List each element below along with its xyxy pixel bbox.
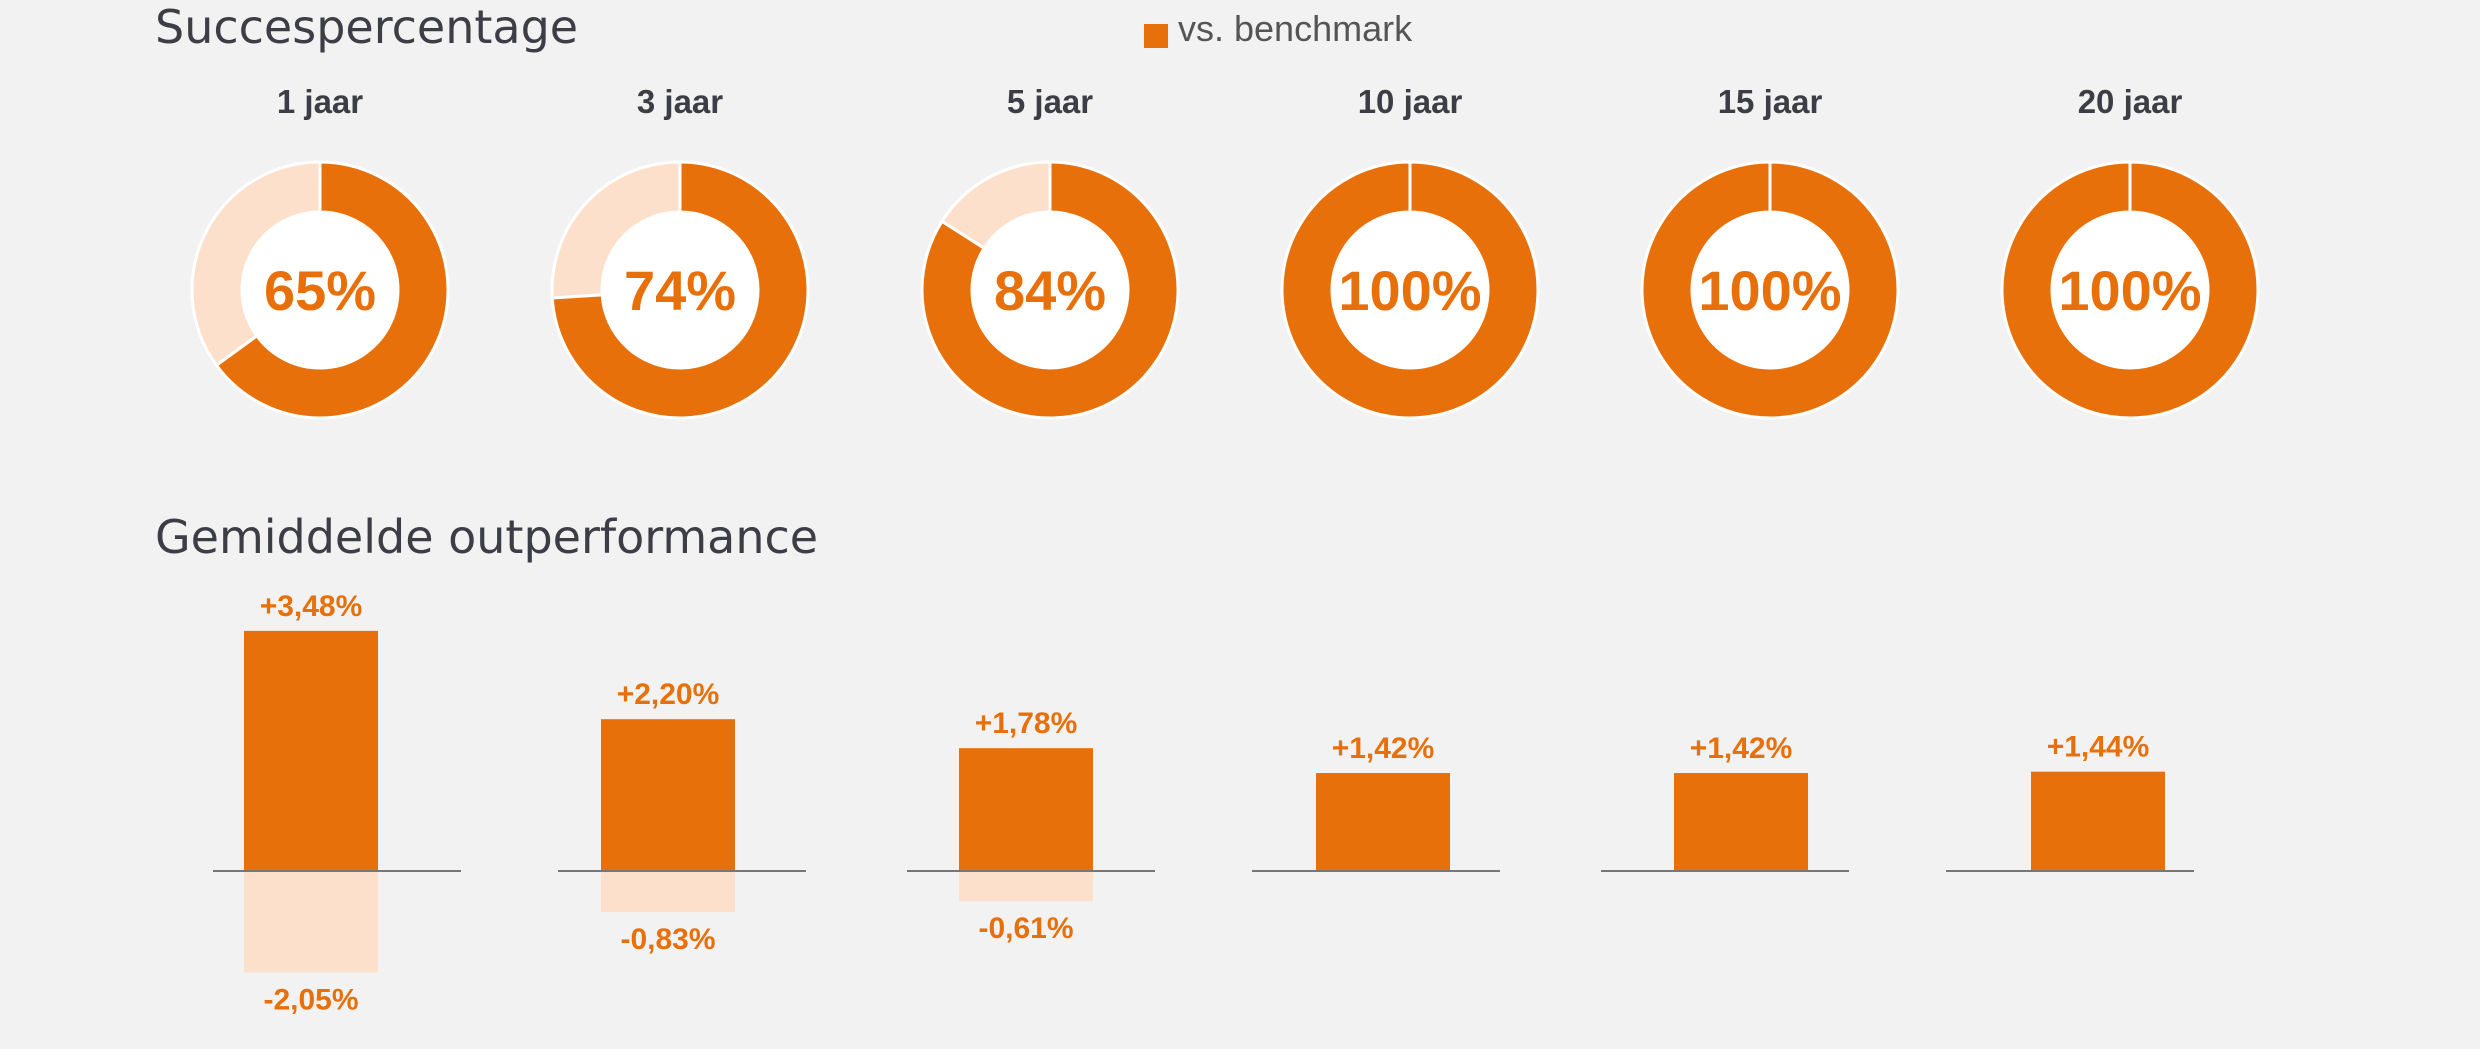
bar-positive bbox=[1674, 773, 1808, 871]
donut-hole bbox=[2053, 213, 2207, 367]
donut-period-label: 3 jaar bbox=[637, 83, 723, 120]
donut-success-segment bbox=[1640, 160, 1900, 420]
bar-negative-value-label: -0,61% bbox=[978, 912, 1073, 945]
donut-success-segment bbox=[550, 160, 810, 420]
donut-period-label: 5 jaar bbox=[1007, 83, 1093, 120]
donut-remainder-segment bbox=[550, 160, 682, 300]
bar-negative bbox=[959, 871, 1093, 902]
bar-positive bbox=[2031, 771, 2165, 871]
donut-hole bbox=[1333, 213, 1487, 367]
legend-label: vs. benchmark bbox=[1178, 8, 1413, 49]
donut-period-label: 1 jaar bbox=[277, 83, 363, 120]
donut-percentage-label: 100% bbox=[1338, 259, 1481, 322]
donut-success-segment bbox=[1280, 160, 1540, 420]
bar-negative bbox=[244, 871, 378, 973]
donut-success-segment bbox=[920, 160, 1180, 420]
donut-success-segment bbox=[2000, 160, 2260, 420]
donut-hole bbox=[243, 213, 397, 367]
donut-percentage-label: 65% bbox=[264, 259, 376, 322]
bar-negative bbox=[601, 871, 735, 913]
bar-positive bbox=[1316, 773, 1450, 871]
bar-positive-value-label: +3,48% bbox=[260, 590, 363, 623]
donut-percentage-label: 100% bbox=[1698, 259, 1841, 322]
outperformance-title: Gemiddelde outperformance bbox=[155, 510, 819, 564]
bar-positive-value-label: +1,78% bbox=[975, 707, 1078, 740]
bar-negative-value-label: -0,83% bbox=[620, 923, 715, 956]
bar-positive-value-label: +2,20% bbox=[617, 678, 720, 711]
donut-period-label: 15 jaar bbox=[1718, 83, 1823, 120]
donut-period-label: 20 jaar bbox=[2078, 83, 2183, 120]
bar-positive-value-label: +1,42% bbox=[1332, 732, 1435, 765]
legend: vs. benchmark bbox=[1144, 8, 1412, 50]
donut-percentage-label: 84% bbox=[994, 259, 1106, 322]
donut-hole bbox=[1693, 213, 1847, 367]
donut-hole bbox=[603, 213, 757, 367]
donut-hole bbox=[973, 213, 1127, 367]
bar-positive bbox=[244, 630, 378, 871]
donut-percentage-label: 74% bbox=[624, 259, 736, 322]
donut-success-segment bbox=[214, 160, 450, 420]
success-rate-title: Succespercentage bbox=[155, 0, 579, 54]
donut-remainder-segment bbox=[190, 160, 322, 368]
bar-positive-value-label: +1,44% bbox=[2047, 731, 2150, 764]
legend-swatch bbox=[1144, 24, 1168, 48]
bar-positive-value-label: +1,42% bbox=[1690, 732, 1793, 765]
bar-positive bbox=[601, 719, 735, 871]
bar-negative-value-label: -2,05% bbox=[263, 983, 358, 1016]
donut-percentage-label: 100% bbox=[2058, 259, 2201, 322]
bar-positive bbox=[959, 748, 1093, 871]
donut-period-label: 10 jaar bbox=[1358, 83, 1463, 120]
